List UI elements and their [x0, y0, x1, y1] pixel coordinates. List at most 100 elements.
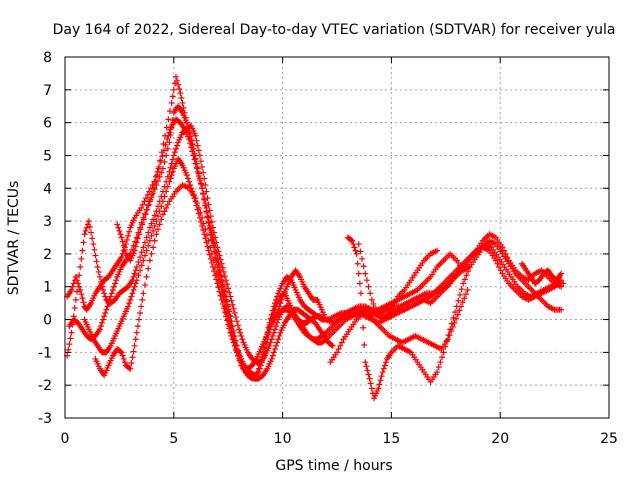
data-point: [273, 296, 280, 303]
data-point: [255, 365, 262, 372]
data-point: [93, 258, 100, 265]
data-point: [158, 149, 165, 156]
data-point: [497, 267, 504, 274]
data-point: [91, 246, 98, 253]
data-point: [174, 142, 181, 149]
data-point: [133, 239, 140, 246]
data-point: [208, 250, 215, 257]
data-point: [207, 213, 214, 220]
data-point: [151, 186, 158, 193]
data-point: [83, 224, 90, 231]
data-point: [163, 204, 170, 211]
data-point: [232, 314, 239, 321]
data-point: [174, 77, 181, 84]
data-point: [151, 237, 158, 244]
data-point: [142, 211, 149, 218]
data-point: [113, 277, 120, 284]
data-point: [87, 223, 94, 230]
data-point: [229, 301, 236, 308]
data-point: [375, 385, 382, 392]
data-point: [217, 256, 224, 263]
data-point: [393, 296, 400, 303]
data-point: [131, 342, 138, 349]
data-point: [176, 85, 183, 92]
data-point: [69, 321, 76, 328]
data-point: [194, 142, 201, 149]
data-point: [218, 290, 225, 297]
data-point: [217, 283, 224, 290]
data-point: [76, 272, 83, 279]
data-point: [366, 375, 373, 382]
data-point: [164, 173, 171, 180]
data-point: [328, 341, 335, 348]
data-point: [145, 265, 152, 272]
data-point: [181, 109, 188, 116]
data-point: [73, 288, 80, 295]
y-tick-label: 3: [43, 214, 52, 230]
data-point: [224, 281, 231, 288]
data-point: [464, 287, 471, 294]
data-point: [381, 362, 388, 369]
data-point: [170, 152, 177, 159]
data-point: [98, 319, 105, 326]
data-point: [163, 178, 170, 185]
data-point: [132, 267, 139, 274]
data-point: [367, 290, 374, 297]
y-tick-label: 7: [43, 83, 52, 99]
data-point: [138, 262, 145, 269]
data-point: [109, 287, 116, 294]
data-point: [191, 156, 198, 163]
data-point: [220, 268, 227, 275]
y-tick-label: 8: [43, 50, 52, 66]
data-point: [120, 355, 127, 362]
data-point: [435, 364, 442, 371]
data-point: [220, 296, 227, 303]
series-track-6: [92, 181, 258, 382]
data-point: [179, 99, 186, 106]
data-point: [177, 90, 184, 97]
data-point: [132, 280, 139, 287]
data-point: [160, 140, 167, 147]
data-point: [251, 375, 258, 382]
data-point: [276, 303, 283, 310]
data-point: [463, 272, 470, 279]
data-point: [194, 165, 201, 172]
data-point: [141, 282, 148, 289]
data-point: [95, 268, 102, 275]
data-point: [460, 280, 467, 287]
data-point: [352, 247, 359, 254]
data-point: [494, 260, 501, 267]
data-point: [213, 239, 220, 246]
data-point: [202, 181, 209, 188]
data-point: [269, 307, 276, 314]
data-point: [348, 236, 355, 243]
data-point: [450, 314, 457, 321]
data-point: [129, 290, 136, 297]
data-point: [107, 293, 114, 300]
data-point: [143, 273, 150, 280]
data-point: [200, 220, 207, 227]
data-point: [102, 309, 109, 316]
data-point: [126, 300, 133, 307]
data-point: [155, 177, 162, 184]
data-point: [223, 309, 230, 316]
data-point: [365, 283, 372, 290]
data-point: [101, 313, 108, 320]
chart-title: Day 164 of 2022, Sidereal Day-to-day VTE…: [53, 22, 616, 38]
data-point: [230, 336, 237, 343]
data-point: [368, 385, 375, 392]
data-point: [129, 277, 136, 284]
data-point: [161, 159, 168, 166]
y-tick-label: 4: [43, 181, 52, 197]
data-point: [214, 244, 221, 251]
data-point: [153, 231, 160, 238]
data-point: [79, 295, 86, 302]
data-point: [90, 241, 97, 248]
data-point: [118, 234, 125, 241]
data-point: [145, 242, 152, 249]
data-point: [334, 349, 340, 356]
data-point: [143, 195, 150, 202]
data-point: [236, 326, 243, 333]
data-point: [198, 158, 204, 165]
